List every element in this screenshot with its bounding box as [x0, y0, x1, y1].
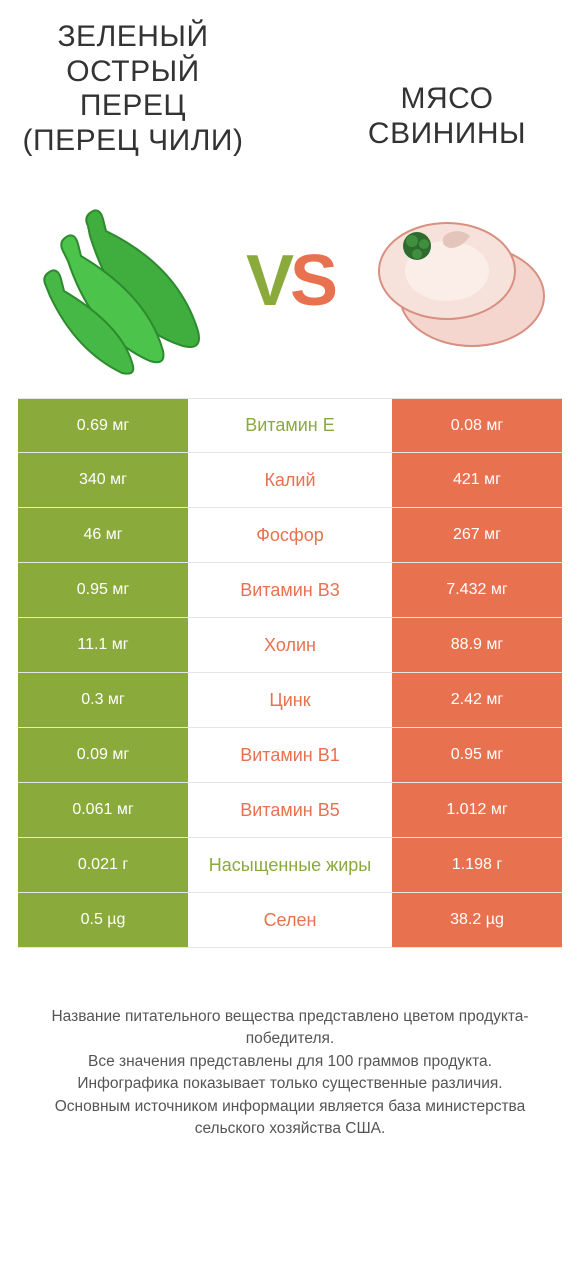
vs-s: S [290, 241, 334, 321]
value-right: 7.432 мг [392, 563, 562, 617]
value-left: 0.021 г [18, 838, 188, 892]
footer-line: Все значения представлены для 100 граммо… [24, 1051, 556, 1073]
nutrient-table: 0.69 мгВитамин E0.08 мг340 мгКалий421 мг… [18, 398, 562, 948]
value-right: 0.95 мг [392, 728, 562, 782]
value-right: 421 мг [392, 453, 562, 507]
nutrient-label: Витамин B1 [188, 728, 392, 782]
images-row: VS [18, 186, 562, 376]
footer-line: Название питательного вещества представл… [24, 1006, 556, 1051]
value-left: 46 мг [18, 508, 188, 562]
value-left: 0.09 мг [18, 728, 188, 782]
value-left: 0.69 мг [18, 399, 188, 452]
value-left: 0.95 мг [18, 563, 188, 617]
footer-line: Основным источником информации является … [24, 1096, 556, 1141]
product-image-left [28, 186, 218, 376]
value-right: 267 мг [392, 508, 562, 562]
nutrient-label: Калий [188, 453, 392, 507]
nutrient-label: Холин [188, 618, 392, 672]
value-left: 0.061 мг [18, 783, 188, 837]
value-right: 0.08 мг [392, 399, 562, 452]
title-right: МЯСО СВИНИНЫ [332, 82, 562, 151]
nutrient-label: Витамин B5 [188, 783, 392, 837]
nutrient-row: 11.1 мгХолин88.9 мг [18, 618, 562, 673]
value-left: 0.5 µg [18, 893, 188, 947]
nutrient-row: 0.09 мгВитамин B10.95 мг [18, 728, 562, 783]
nutrient-label: Витамин B3 [188, 563, 392, 617]
nutrient-row: 0.021 гНасыщенные жиры1.198 г [18, 838, 562, 893]
nutrient-row: 0.69 мгВитамин E0.08 мг [18, 398, 562, 453]
value-left: 340 мг [18, 453, 188, 507]
nutrient-row: 0.3 мгЦинк2.42 мг [18, 673, 562, 728]
value-right: 1.012 мг [392, 783, 562, 837]
nutrient-row: 0.061 мгВитамин B51.012 мг [18, 783, 562, 838]
nutrient-label: Насыщенные жиры [188, 838, 392, 892]
value-right: 1.198 г [392, 838, 562, 892]
nutrient-label: Цинк [188, 673, 392, 727]
nutrient-row: 340 мгКалий421 мг [18, 453, 562, 508]
title-left: ЗЕЛЕНЫЙ ОСТРЫЙ ПЕРЕЦ (ПЕРЕЦ ЧИЛИ) [18, 20, 248, 158]
footer-line: Инфографика показывает только существенн… [24, 1073, 556, 1095]
nutrient-row: 0.95 мгВитамин B37.432 мг [18, 563, 562, 618]
nutrient-label: Фосфор [188, 508, 392, 562]
value-right: 2.42 мг [392, 673, 562, 727]
nutrient-row: 46 мгФосфор267 мг [18, 508, 562, 563]
value-right: 88.9 мг [392, 618, 562, 672]
nutrient-label: Селен [188, 893, 392, 947]
vs-label: VS [246, 240, 334, 322]
value-left: 11.1 мг [18, 618, 188, 672]
nutrient-row: 0.5 µgСелен38.2 µg [18, 893, 562, 948]
footer-notes: Название питательного вещества представл… [18, 1006, 562, 1141]
nutrient-label: Витамин E [188, 399, 392, 452]
titles-row: ЗЕЛЕНЫЙ ОСТРЫЙ ПЕРЕЦ (ПЕРЕЦ ЧИЛИ) МЯСО С… [18, 20, 562, 158]
value-right: 38.2 µg [392, 893, 562, 947]
value-left: 0.3 мг [18, 673, 188, 727]
product-image-right [362, 186, 552, 376]
vs-v: V [246, 241, 290, 321]
